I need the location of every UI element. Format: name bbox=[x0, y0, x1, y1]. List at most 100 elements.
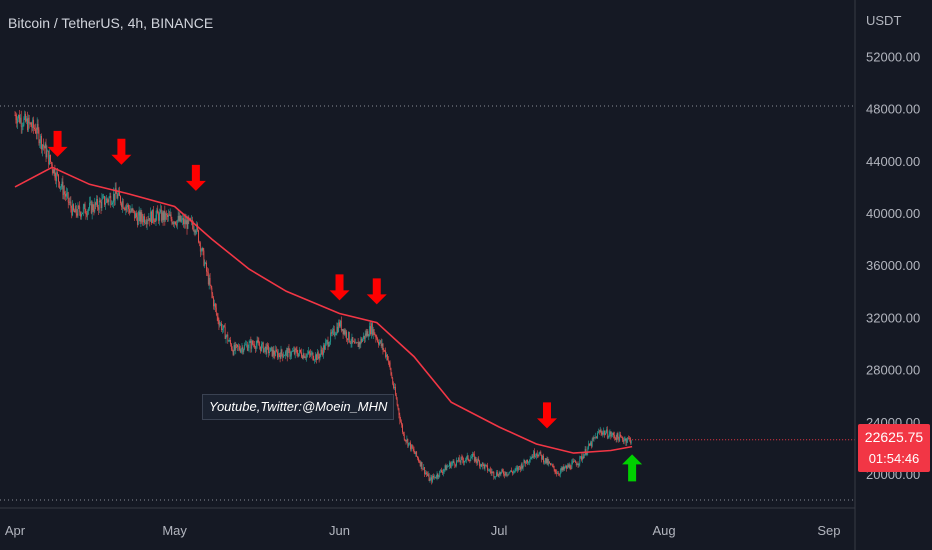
candle-body bbox=[217, 316, 219, 322]
last-price-badge: 22625.75 01:54:46 bbox=[858, 424, 930, 472]
moving-average-line bbox=[14, 166, 633, 454]
candle-body bbox=[530, 458, 532, 460]
candle-body bbox=[457, 457, 459, 462]
candle-body bbox=[329, 341, 331, 346]
candle-body bbox=[332, 330, 333, 334]
candle-body bbox=[352, 337, 354, 342]
candle-body bbox=[92, 204, 94, 211]
candle-body bbox=[298, 353, 300, 357]
bar-countdown: 01:54:46 bbox=[868, 451, 920, 466]
candle-body bbox=[518, 466, 520, 471]
candle-body bbox=[554, 469, 556, 473]
candle-body bbox=[207, 272, 209, 285]
candle-body bbox=[449, 462, 450, 467]
candle-body bbox=[405, 440, 407, 442]
candle-body bbox=[394, 386, 396, 395]
candle-body bbox=[608, 434, 610, 438]
candle-body bbox=[313, 359, 315, 361]
candle-body bbox=[355, 342, 357, 344]
candle-body bbox=[551, 464, 552, 466]
x-tick-label: May bbox=[162, 523, 187, 538]
candle-body bbox=[462, 457, 464, 461]
candle-body bbox=[341, 329, 343, 331]
candle-body bbox=[594, 437, 596, 439]
candle-body bbox=[47, 150, 49, 152]
candle-body bbox=[171, 219, 173, 224]
candle-body bbox=[225, 335, 227, 339]
candle-body bbox=[363, 335, 365, 340]
candle-body bbox=[474, 457, 476, 462]
candle-body bbox=[443, 469, 445, 472]
candle-body bbox=[260, 346, 262, 351]
candle-body bbox=[281, 349, 283, 354]
candle-body bbox=[574, 460, 575, 462]
candle-body bbox=[258, 342, 260, 346]
candle-body bbox=[19, 114, 20, 123]
candle-body bbox=[473, 454, 475, 462]
candle-body bbox=[457, 460, 458, 462]
candle-body bbox=[426, 472, 427, 475]
candle-body bbox=[315, 354, 316, 360]
candle-body bbox=[167, 214, 169, 217]
candle-body bbox=[307, 353, 308, 355]
candle-body bbox=[528, 461, 530, 463]
candle-body bbox=[390, 368, 392, 375]
candle-body bbox=[114, 188, 116, 201]
candle-body bbox=[348, 332, 350, 342]
candle-body bbox=[379, 340, 381, 343]
candle-body bbox=[35, 133, 37, 134]
candle-body bbox=[235, 344, 237, 350]
candle-body bbox=[569, 464, 571, 469]
candle-body bbox=[20, 117, 22, 127]
x-tick-label: Jul bbox=[491, 523, 508, 538]
candle-body bbox=[83, 204, 85, 207]
candle-body bbox=[178, 215, 180, 221]
candle-body bbox=[463, 460, 465, 463]
candle-body bbox=[292, 351, 293, 352]
candle-body bbox=[586, 452, 588, 455]
candle-body bbox=[324, 345, 325, 350]
y-tick-label: 28000.00 bbox=[866, 363, 920, 378]
candle-body bbox=[144, 222, 146, 224]
candle-body bbox=[21, 126, 23, 127]
candle-body bbox=[582, 456, 583, 460]
candle-body bbox=[89, 202, 90, 209]
candle-body bbox=[324, 342, 326, 350]
candle-body bbox=[199, 242, 201, 252]
candle-body bbox=[200, 250, 202, 252]
candle-body bbox=[318, 356, 320, 359]
candle-body bbox=[282, 353, 284, 358]
candle-body bbox=[435, 477, 437, 479]
candle-body bbox=[480, 464, 482, 467]
candle-body bbox=[206, 262, 207, 272]
candle-body bbox=[320, 349, 322, 354]
candle-body bbox=[422, 468, 424, 470]
candle-body bbox=[555, 472, 557, 473]
candle-body bbox=[275, 349, 277, 356]
candle-body bbox=[232, 350, 234, 355]
candle-body bbox=[623, 439, 625, 442]
candle-body bbox=[143, 216, 144, 223]
candle-body bbox=[248, 342, 250, 348]
candle-body bbox=[596, 436, 598, 439]
watermark-label: Youtube,Twitter:@Moein_MHN bbox=[202, 394, 395, 420]
candle-body bbox=[52, 170, 54, 174]
candle-body bbox=[138, 211, 140, 216]
candle-body bbox=[600, 430, 602, 433]
candle-body bbox=[521, 463, 523, 469]
candle-body bbox=[574, 460, 576, 463]
candle-body bbox=[46, 151, 48, 158]
candle-body bbox=[504, 474, 505, 476]
candle-body bbox=[481, 462, 483, 467]
candle-body bbox=[394, 386, 395, 388]
candle-body bbox=[238, 346, 239, 348]
candle-body bbox=[296, 350, 298, 354]
candle-body bbox=[360, 338, 362, 345]
candle-body bbox=[269, 347, 271, 352]
candle-body bbox=[314, 359, 316, 361]
candle-body bbox=[238, 346, 240, 350]
candle-body bbox=[493, 471, 495, 478]
candle-body bbox=[347, 332, 349, 341]
candle-body bbox=[262, 342, 264, 353]
